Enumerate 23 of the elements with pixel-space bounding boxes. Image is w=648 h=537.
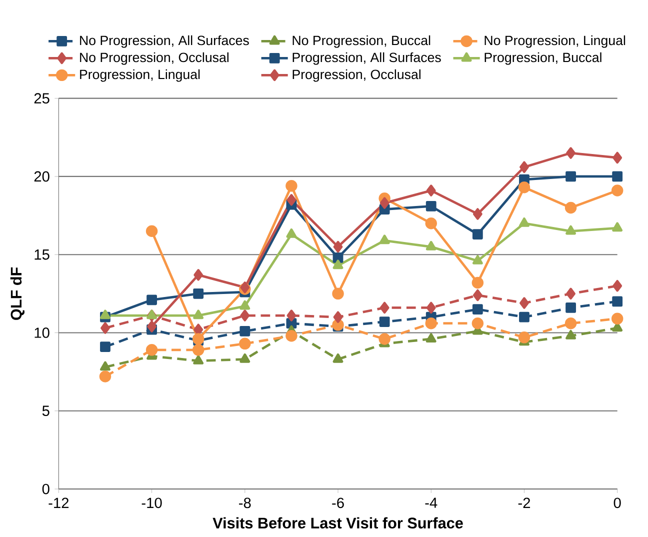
y-tick-label: 20 bbox=[34, 171, 50, 182]
legend-label: Progression, Buccal bbox=[484, 52, 602, 65]
legend-label: Progression, Occlusal bbox=[292, 69, 420, 82]
legend-label: No Progression, Buccal bbox=[292, 35, 430, 48]
x-tick-label: -8 bbox=[239, 498, 251, 508]
y-tick-label: 0 bbox=[42, 484, 50, 494]
y-tick-label: 25 bbox=[34, 93, 50, 104]
x-tick-label: -2 bbox=[518, 498, 530, 508]
x-tick-label: -4 bbox=[425, 498, 438, 508]
x-axis-title: Visits Before Last Visit for Surface bbox=[212, 517, 463, 529]
y-tick-label: 5 bbox=[42, 406, 50, 416]
x-tick-label: -10 bbox=[142, 498, 162, 508]
legend-label: No Progression, Occlusal bbox=[80, 52, 228, 65]
x-tick-label: 0 bbox=[614, 498, 621, 508]
y-tick-label: 10 bbox=[34, 328, 50, 338]
y-axis-title: QLF dF bbox=[10, 267, 24, 320]
x-tick-label: -12 bbox=[48, 498, 69, 508]
legend-label: No Progression, Lingual bbox=[484, 35, 626, 48]
legend-label: Progression, All Surfaces bbox=[292, 52, 441, 65]
legend-label: No Progression, All Surfaces bbox=[80, 35, 249, 48]
y-tick-label: 15 bbox=[34, 249, 50, 260]
x-tick-label: -6 bbox=[332, 498, 344, 508]
legend-label: Progression, Lingual bbox=[80, 69, 200, 82]
